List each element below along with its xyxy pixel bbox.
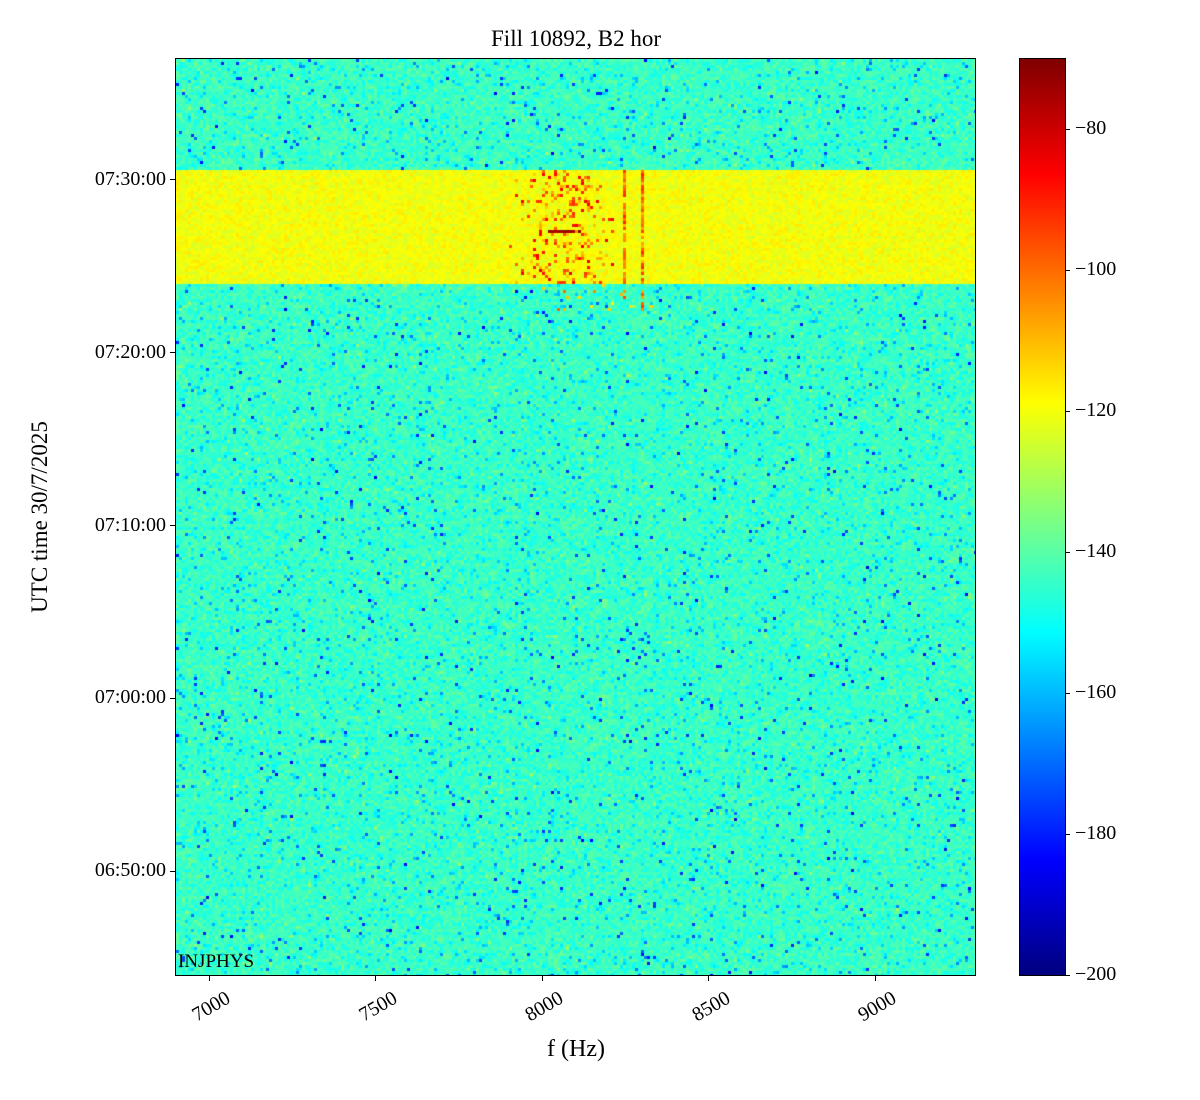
colorbar-tick-label: −100 xyxy=(1075,258,1117,281)
colorbar-tick-mark xyxy=(1066,551,1070,553)
colorbar-tick-label: −160 xyxy=(1075,681,1117,704)
x-tick-label: 7500 xyxy=(355,987,401,1027)
x-tick-mark xyxy=(375,976,377,981)
y-tick-label: 07:10:00 xyxy=(94,513,166,536)
spectrogram-canvas xyxy=(175,58,976,976)
y-tick-mark xyxy=(170,697,175,699)
colorbar-tick-mark xyxy=(1066,128,1070,130)
annotation-injphys: INJPHYS xyxy=(178,951,255,972)
x-tick-mark xyxy=(874,976,876,981)
x-tick-label: 8000 xyxy=(521,987,568,1027)
y-tick-mark xyxy=(170,870,175,872)
colorbar-canvas xyxy=(1019,58,1066,976)
chart-title: Fill 10892, B2 hor xyxy=(491,26,661,51)
colorbar-tick-label: −200 xyxy=(1075,963,1117,985)
y-tick-label: 07:00:00 xyxy=(94,686,166,709)
colorbar-tick-mark xyxy=(1066,410,1070,412)
x-tick-label: 8500 xyxy=(688,987,734,1027)
colorbar-tick-mark xyxy=(1066,974,1070,976)
x-axis-label: f (Hz) xyxy=(547,1036,605,1062)
y-tick-label: 06:50:00 xyxy=(94,859,166,882)
x-tick-label: 7000 xyxy=(188,987,235,1027)
x-tick-mark xyxy=(208,976,210,981)
x-tick-label: 9000 xyxy=(854,987,901,1027)
x-tick-mark xyxy=(541,976,543,981)
y-tick-mark xyxy=(170,179,175,181)
colorbar-tick-label: −180 xyxy=(1075,822,1117,845)
y-tick-mark xyxy=(170,525,175,527)
y-tick-mark xyxy=(170,352,175,354)
colorbar-tick-label: −80 xyxy=(1075,117,1107,140)
colorbar-tick-mark xyxy=(1066,833,1070,835)
colorbar-tick-label: −120 xyxy=(1075,399,1117,422)
colorbar-tick-mark xyxy=(1066,692,1070,694)
y-tick-label: 07:20:00 xyxy=(94,340,166,363)
colorbar-tick-mark xyxy=(1066,269,1070,271)
y-axis-label: UTC time 30/7/2025 xyxy=(27,421,52,613)
y-tick-label: 07:30:00 xyxy=(94,167,166,190)
x-tick-mark xyxy=(708,976,710,981)
colorbar-tick-label: −140 xyxy=(1075,540,1117,563)
